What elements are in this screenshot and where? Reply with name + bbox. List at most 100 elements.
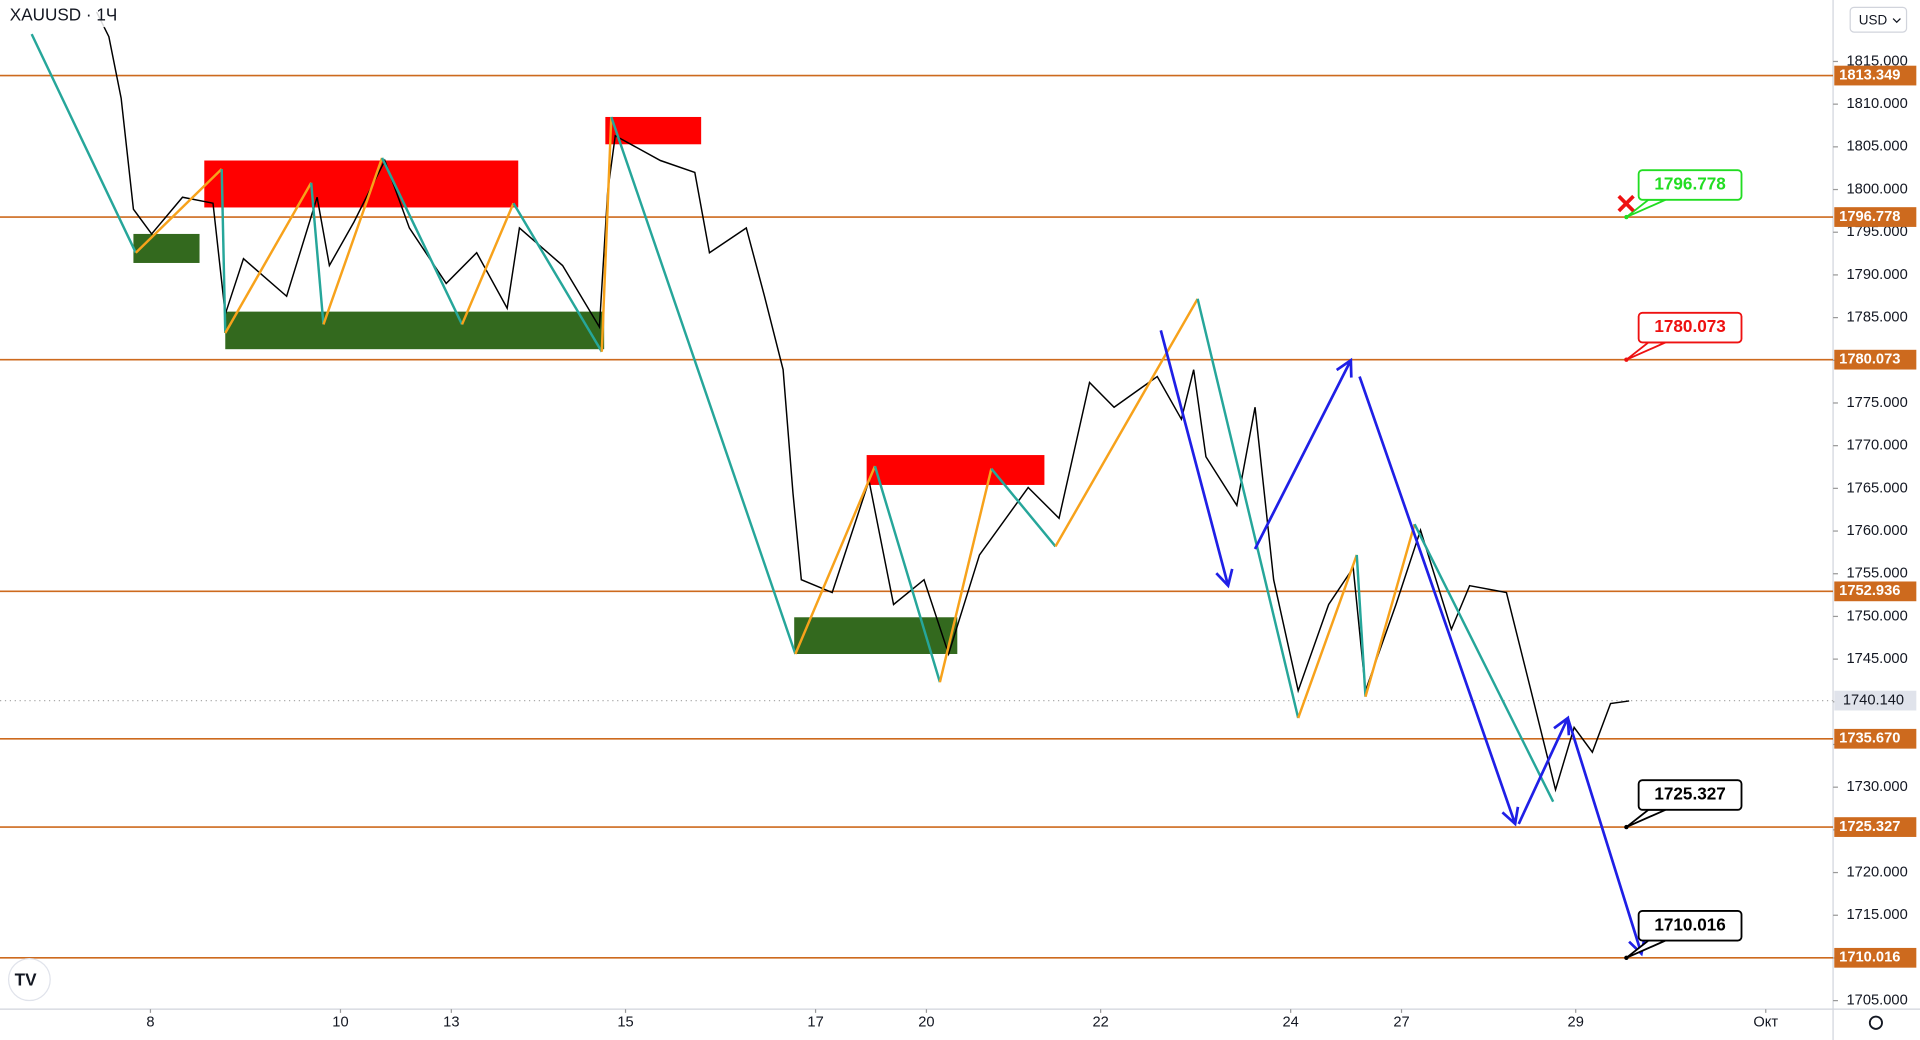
zigzag-segment: [460, 202, 515, 325]
logo[interactable]: TV: [7, 957, 51, 1002]
plot: 1796.778 1780.073 1725.327 1710.016: [0, 11, 1834, 961]
callout-anchor: [1624, 824, 1629, 830]
x-mark: [1617, 194, 1635, 213]
zigzag-segment: [224, 182, 313, 334]
x-tick-label: 13: [443, 1015, 459, 1031]
zigzag-segment: [600, 116, 613, 352]
zigzag-segment: [1297, 554, 1358, 719]
x-tick-label: 8: [146, 1015, 154, 1031]
zigzag-segment: [30, 33, 137, 254]
zigzag-segment: [1054, 298, 1199, 548]
zigzag-segment: [134, 168, 223, 254]
zigzag-segment: [794, 465, 877, 655]
callout-label: 1780.073: [1654, 316, 1725, 336]
arrow: [1159, 330, 1234, 589]
y-tick-label: 1715.000: [1847, 907, 1908, 923]
callout-box: [1637, 169, 1743, 201]
y-tick-label: 1750.000: [1847, 608, 1908, 624]
y-tick-label: 1720.000: [1847, 864, 1908, 880]
callout-anchor: [1624, 955, 1629, 961]
y-tick-label: 1745.000: [1847, 651, 1908, 667]
arrow: [1566, 717, 1647, 957]
callout-anchor: [1624, 214, 1629, 220]
callout-box: [1637, 909, 1743, 942]
y-tick-label: 1810.000: [1847, 96, 1908, 112]
x-tick-label: 29: [1568, 1015, 1584, 1031]
arrow: [1517, 715, 1571, 825]
y-tick-label: 1785.000: [1847, 309, 1908, 325]
zigzag-segment: [512, 202, 603, 353]
y-tick-label: 1705.000: [1847, 992, 1908, 1008]
zigzag-segment: [322, 157, 384, 325]
callout-box: [1637, 779, 1743, 811]
level-label: 1796.778: [1839, 209, 1900, 225]
zone: [225, 311, 605, 350]
y-tick-label: 1805.000: [1847, 139, 1908, 155]
x-tick-label: 27: [1393, 1015, 1409, 1031]
level-label: 1752.936: [1839, 583, 1900, 599]
level-label: 1710.016: [1839, 950, 1900, 966]
y-tick-label: 1770.000: [1847, 438, 1908, 454]
y-tick-label: 1730.000: [1847, 779, 1908, 795]
callout-label: 1725.327: [1654, 784, 1725, 804]
callout-anchor: [1624, 357, 1629, 362]
zigzag-segment: [610, 116, 797, 655]
level-label: 1813.349: [1839, 67, 1900, 83]
x-tick-label: 15: [617, 1015, 633, 1031]
chart-title: XAUUSD · 1Ч: [10, 5, 118, 25]
x-tick-label: 20: [918, 1015, 934, 1031]
zigzag-segment: [990, 467, 1057, 548]
level-label: 1780.073: [1839, 352, 1900, 368]
zigzag-segment: [938, 468, 993, 683]
level-label-bg: [1834, 349, 1917, 370]
level-label-bg: [1834, 207, 1917, 227]
zone: [133, 233, 200, 263]
x-tick-label: 10: [332, 1015, 348, 1031]
zigzag-segment: [380, 157, 464, 325]
callout-label: 1710.016: [1654, 914, 1725, 934]
arrow: [1253, 357, 1353, 550]
price-line: [95, 11, 1630, 793]
zone: [866, 455, 1045, 485]
zone: [204, 160, 519, 208]
y-tick-label: 1790.000: [1847, 267, 1908, 283]
dropdown-icon: [1892, 18, 1901, 24]
currency: USD: [1859, 13, 1888, 28]
level-label-bg: [1834, 581, 1917, 602]
level-label-bg: [1834, 817, 1917, 837]
level-label-bg: [1834, 728, 1917, 749]
y-tick-label: 1815.000: [1847, 53, 1908, 69]
zigzag-segment: [1355, 554, 1367, 697]
last-price-label: 1740.140: [1843, 692, 1904, 708]
level-label: 1735.670: [1839, 731, 1900, 747]
zigzag-segment: [309, 182, 325, 325]
zigzag-segment: [1364, 523, 1416, 698]
arrow: [1358, 376, 1520, 827]
y-tick-label: 1775.000: [1847, 395, 1908, 411]
zone: [794, 617, 958, 654]
svg-text:TV: TV: [15, 969, 37, 989]
level-label-bg: [1834, 65, 1917, 86]
callout-box: [1637, 311, 1743, 344]
zigzag-segment: [1413, 523, 1555, 803]
zigzag-segment: [1196, 298, 1300, 719]
title-bg: [0, 0, 147, 28]
x-tick-label: 22: [1092, 1015, 1108, 1031]
currency-button[interactable]: [1849, 6, 1908, 33]
level-label: 1725.327: [1839, 819, 1900, 835]
settings-icon[interactable]: [1868, 1015, 1883, 1030]
last-price-bg: [1834, 690, 1917, 711]
y-tick-label: 1760.000: [1847, 523, 1908, 539]
y-tick-label: 1755.000: [1847, 566, 1908, 582]
level-label-bg: [1834, 947, 1917, 968]
x-tick-label: Окт: [1753, 1015, 1778, 1031]
x-tick-label: 24: [1283, 1015, 1299, 1031]
y-tick-label: 1765.000: [1847, 480, 1908, 496]
y-tick-label: 1800.000: [1847, 181, 1908, 197]
zigzag-segment: [873, 465, 942, 683]
y-tick-label: 1795.000: [1847, 224, 1908, 240]
zigzag-segment: [220, 169, 227, 333]
